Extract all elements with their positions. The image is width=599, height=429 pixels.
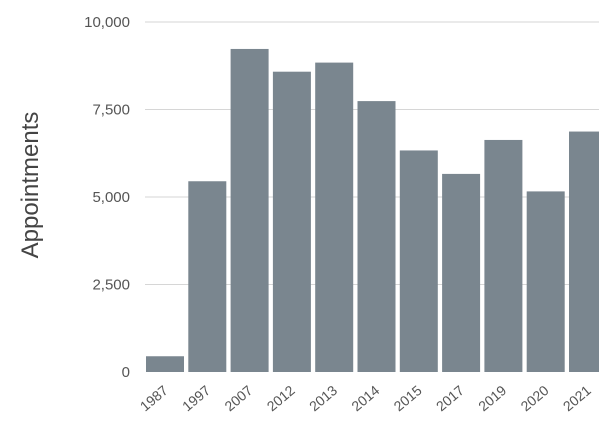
bar-2017 [442,173,481,372]
bar-2019 [484,139,523,372]
bars [146,48,599,372]
y-tick-label: 2,500 [92,277,130,294]
y-tick-label: 7,500 [92,102,130,119]
bar-2014 [357,101,396,372]
y-axis-label: Appointments [17,112,44,259]
x-tick-label: 2012 [264,382,298,414]
bar-2007 [230,48,269,372]
x-tick-label: 2017 [433,382,467,414]
x-tick-label: 1987 [137,382,171,414]
x-tick-label: 2013 [306,382,340,414]
x-tick-label: 2021 [560,382,594,414]
bar-2021 [569,131,599,372]
bar-2015 [399,150,438,372]
x-tick-label: 2007 [221,382,255,414]
bar-1987 [146,356,184,372]
bar-2020 [526,191,565,372]
bar-1997 [188,181,227,372]
x-tick-label: 1997 [179,382,213,414]
x-axis-ticks: 1987 1997 2007 2012 2013 2014 2015 2017 2019 2020… [137,382,594,414]
y-axis-ticks: 0 2,500 5,000 7,500 10,000 [84,14,130,381]
bar-2012 [272,71,311,372]
y-tick-label: 0 [122,364,130,381]
y-tick-label: 10,000 [84,14,130,31]
y-tick-label: 5,000 [92,189,130,206]
bar-2013 [315,62,354,372]
x-tick-label: 2019 [475,382,509,414]
x-tick-label: 2020 [517,382,551,414]
x-tick-label: 2015 [391,382,425,414]
x-tick-label: 2014 [348,382,382,414]
